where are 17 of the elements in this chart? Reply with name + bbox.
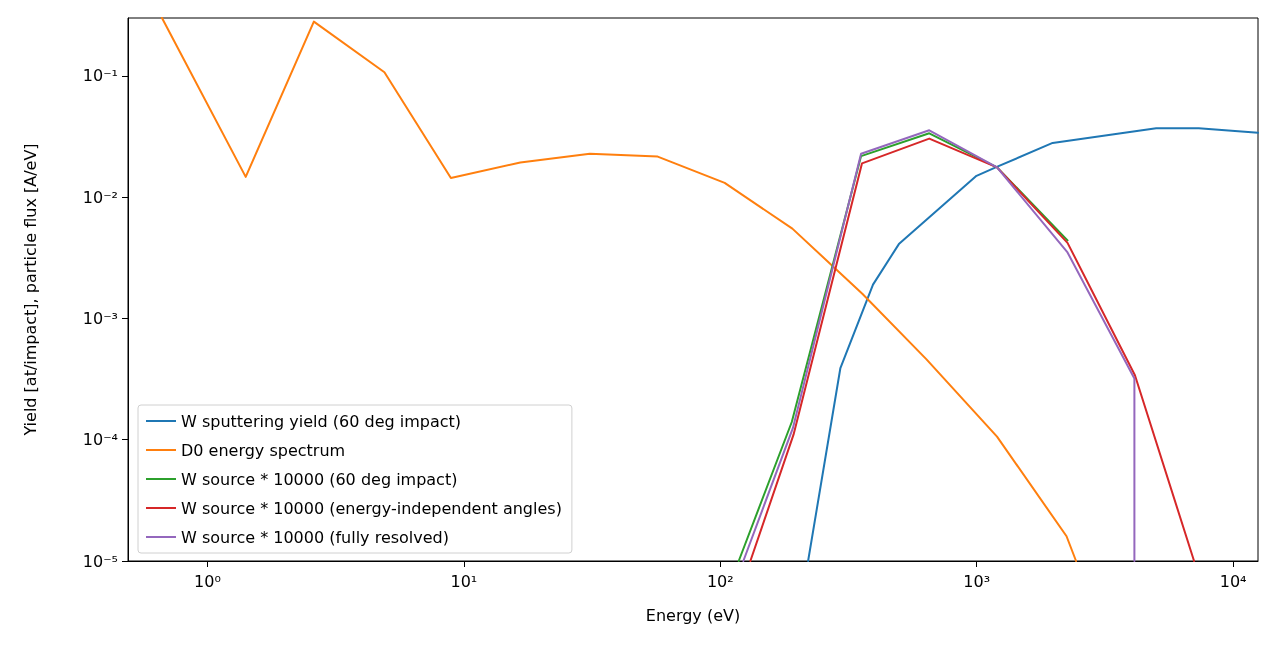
legend-label: W source * 10000 (fully resolved) — [181, 527, 450, 547]
x-tick-label: 10⁰ — [194, 571, 221, 591]
y-tick-label: 10⁻⁵ — [82, 551, 118, 571]
y-tick-label: 10⁻¹ — [82, 66, 118, 86]
x-tick-label: 10⁴ — [1219, 571, 1247, 591]
y-tick-label: 10⁻² — [82, 187, 118, 207]
y-tick-label: 10⁻⁴ — [82, 430, 118, 450]
y-tick-label: 10⁻³ — [82, 308, 118, 328]
x-axis-title: Energy (eV) — [645, 605, 741, 625]
legend-label: W source * 10000 (energy-independent angles) — [181, 498, 562, 518]
legend-label: D0 energy spectrum — [181, 440, 346, 460]
x-tick-label: 10² — [706, 571, 734, 591]
x-tick-label: 10¹ — [450, 571, 478, 591]
y-axis-title: Yield [at/impact], particle flux [A/eV] — [20, 143, 40, 437]
x-tick-label: 10³ — [963, 571, 991, 591]
legend-label: W sputtering yield (60 deg impact) — [181, 411, 462, 431]
legend-label: W source * 10000 (60 deg impact) — [181, 469, 458, 489]
